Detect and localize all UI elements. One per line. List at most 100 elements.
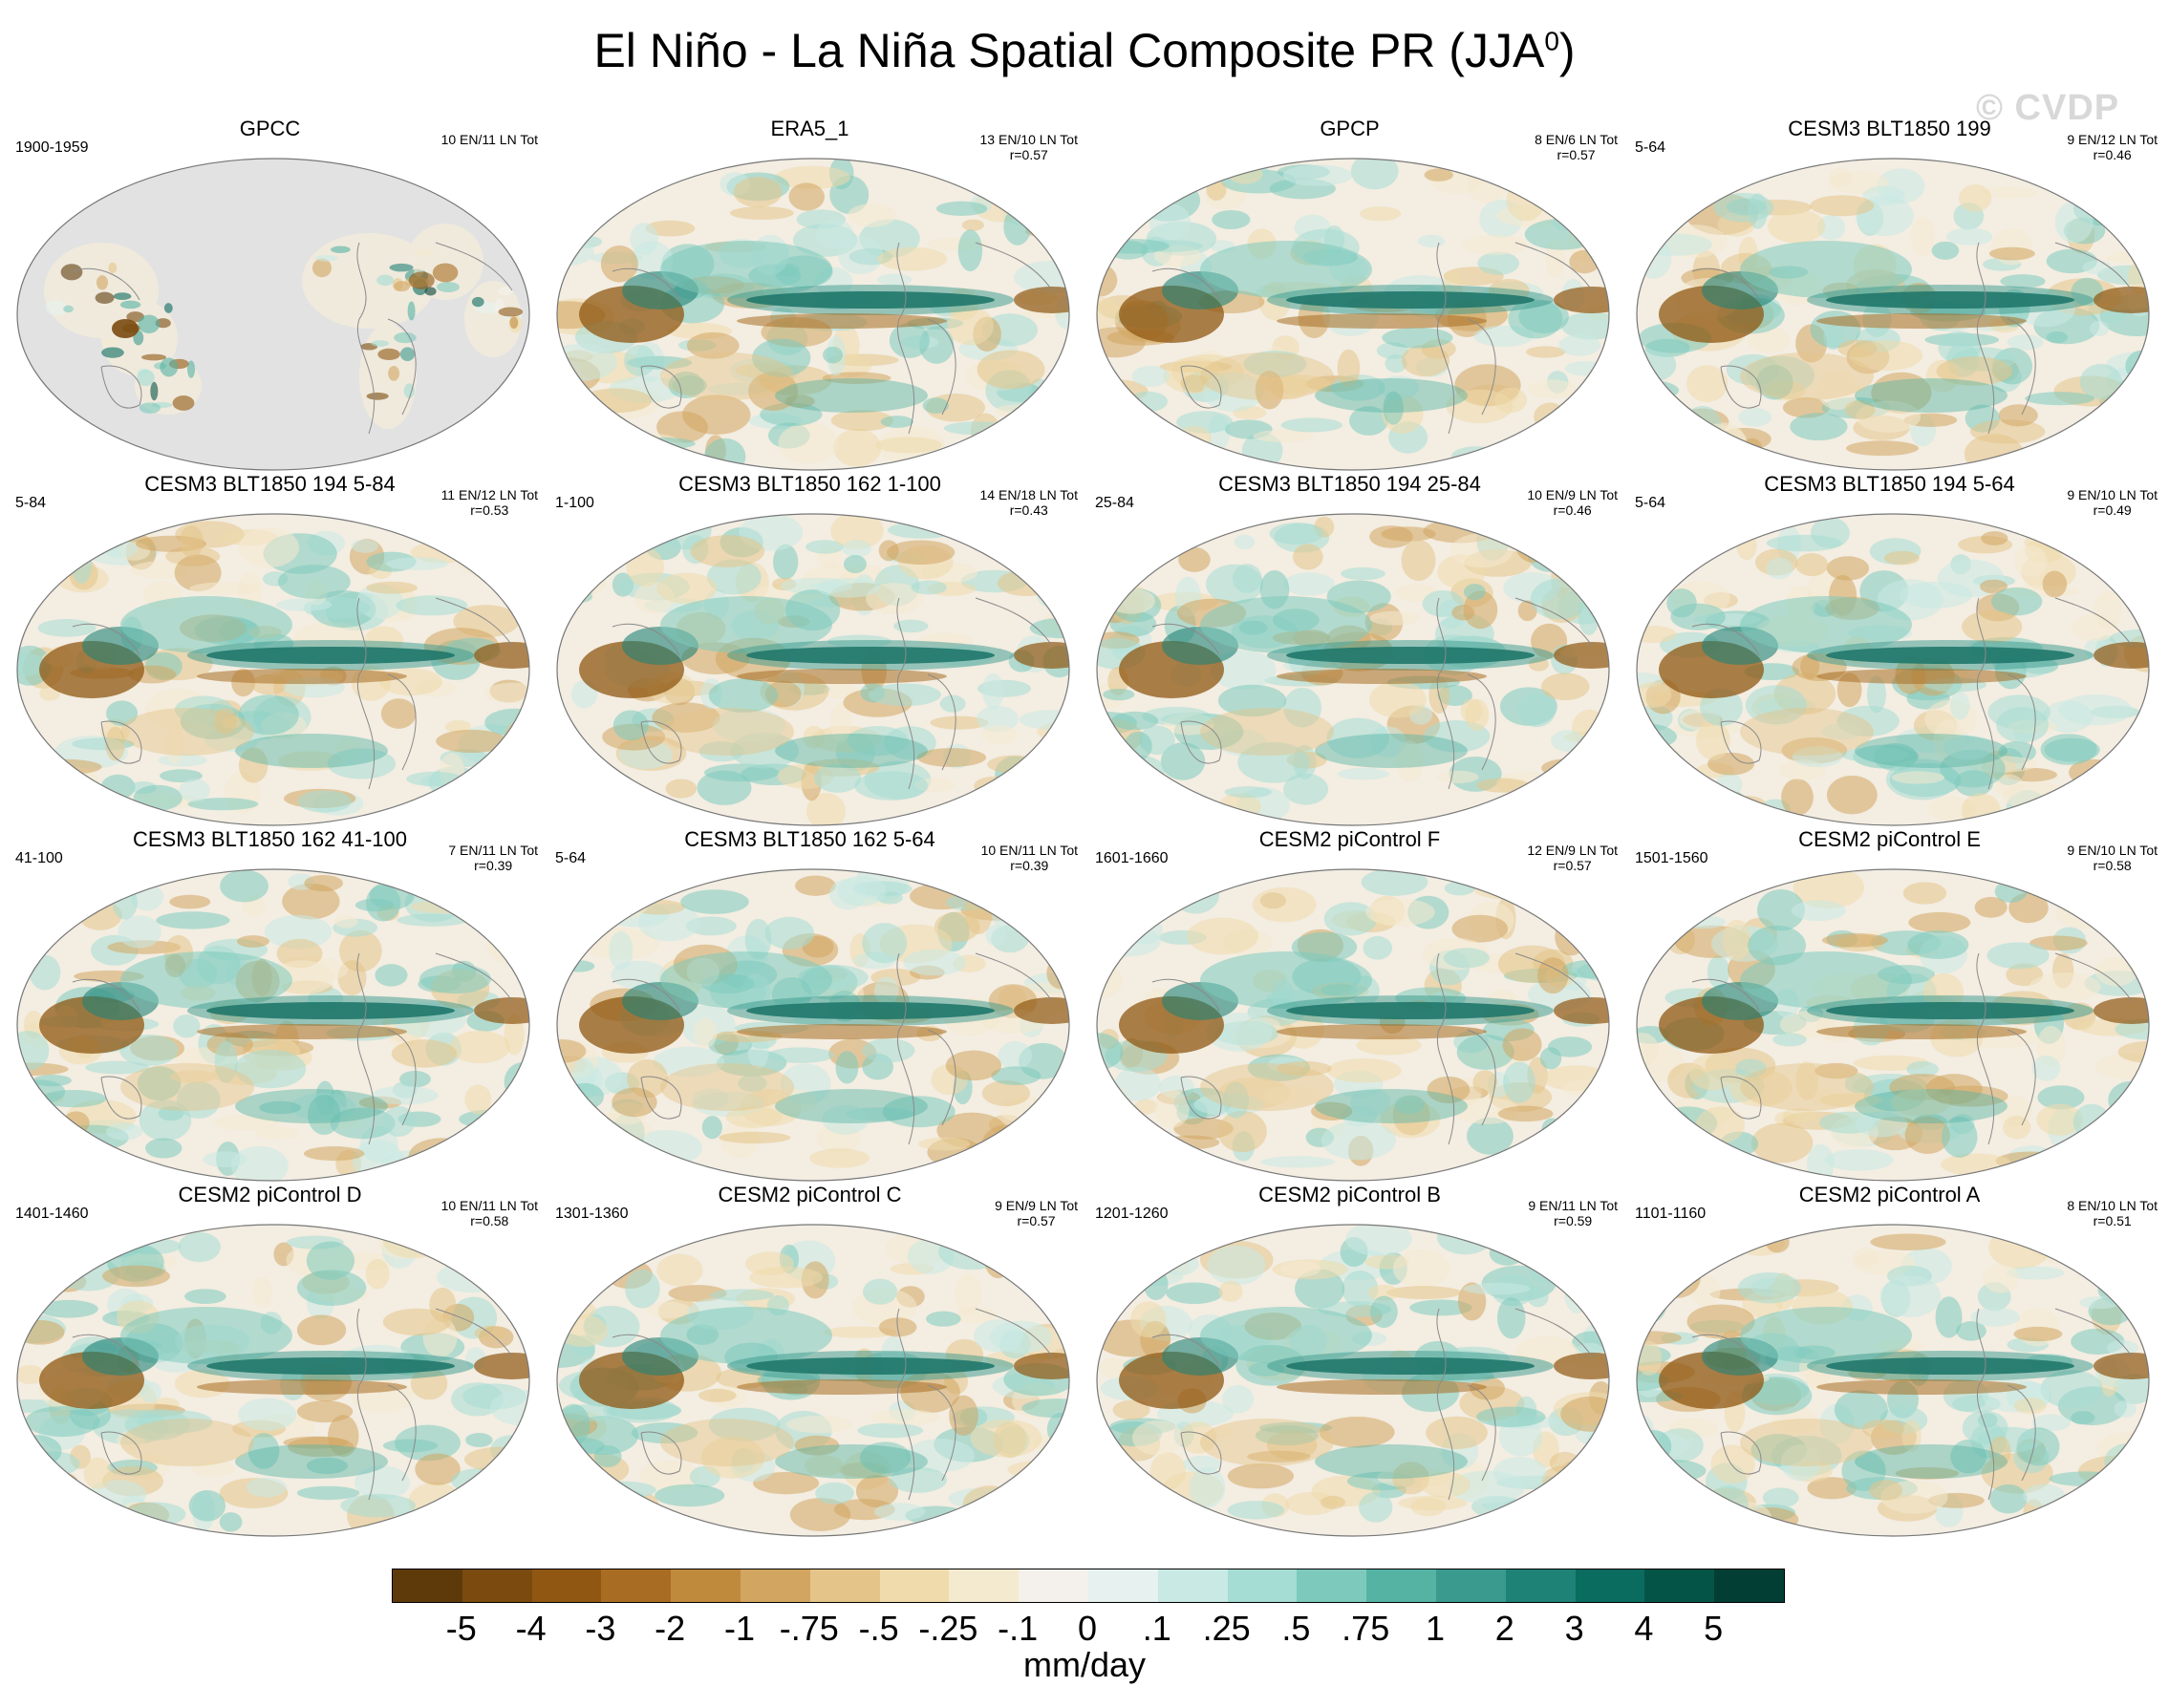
- precip-anomaly-map: [1636, 158, 2150, 471]
- map-panel: CESM2 piControl A 1101-1160 8 EN/10 LN Tot…: [1620, 1183, 2159, 1538]
- panel-title: CESM2 piControl A: [1798, 1183, 1981, 1206]
- colorbar-swatch: [393, 1569, 462, 1602]
- panel-title: CESM3 BLT1850 162 41-100: [133, 827, 407, 851]
- colorbar-swatch: [1087, 1569, 1158, 1602]
- map-panel: CESM3 BLT1850 194 5-64 5-64 9 EN/10 LN Tot…: [1620, 472, 2159, 827]
- panel-title: CESM2 piControl C: [718, 1183, 902, 1206]
- precip-anomaly-map: [556, 513, 1070, 826]
- panel-event-count: 9 EN/10 LN Tot r=0.58: [2067, 843, 2158, 873]
- panel-event-count: 8 EN/6 LN Tot r=0.57: [1535, 132, 1618, 162]
- map-panel: CESM3 BLT1850 194 5-84 5-84 11 EN/12 LN To…: [0, 472, 540, 827]
- colorbar-swatch: [1644, 1569, 1715, 1602]
- panel-title: CESM3 BLT1850 199: [1788, 117, 1991, 140]
- colorbar-tick-label: -1: [723, 1609, 756, 1648]
- panel-event-count: 10 EN/9 LN Tot r=0.46: [1527, 487, 1618, 518]
- colorbar-swatch: [879, 1569, 950, 1602]
- panel-years: 1301-1360: [555, 1206, 629, 1222]
- map-panel: GPCC 1900-1959 10 EN/11 LN Tot: [0, 117, 540, 472]
- map-panel: CESM3 BLT1850 162 41-100 41-100 7 EN/11 LN…: [0, 827, 540, 1183]
- colorbar-swatch: [462, 1569, 532, 1602]
- panel-title: CESM2 piControl B: [1258, 1183, 1441, 1206]
- panel-event-count: 9 EN/11 LN Tot r=0.59: [1528, 1198, 1618, 1228]
- panel-years: 1900-1959: [15, 139, 89, 156]
- colorbar-swatch: [1435, 1569, 1506, 1602]
- colorbar-tick-label: 0: [1077, 1609, 1098, 1648]
- panel-years: 1-100: [555, 495, 594, 511]
- panel-event-count: 9 EN/9 LN Tot r=0.57: [995, 1198, 1078, 1228]
- panel-years: 5-64: [555, 850, 587, 866]
- panel-event-count: 11 EN/12 LN Tot r=0.53: [440, 487, 538, 518]
- panel-event-count: 14 EN/18 LN Tot r=0.43: [979, 487, 1078, 518]
- colorbar-swatch: [740, 1569, 810, 1602]
- panel-years: 41-100: [15, 850, 63, 866]
- colorbar-tick-label: -5: [445, 1609, 477, 1648]
- figure-title: El Niño - La Niña Spatial Composite PR (…: [593, 24, 1576, 77]
- map-panel: ERA5_1 13 EN/10 LN Tot r=0.57: [540, 117, 1080, 472]
- precip-anomaly-map: [1636, 868, 2150, 1182]
- colorbar-tick-label: 1: [1425, 1609, 1446, 1648]
- colorbar-swatch: [809, 1569, 880, 1602]
- colorbar-tick-label: .25: [1202, 1609, 1251, 1648]
- precip-anomaly-map: [1636, 513, 2150, 826]
- colorbar: [392, 1569, 1785, 1603]
- precip-anomaly-map: [556, 1224, 1070, 1537]
- panel-event-count: 13 EN/10 LN Tot r=0.57: [979, 132, 1078, 162]
- precip-anomaly-map: [16, 513, 530, 826]
- precip-anomaly-map: [16, 868, 530, 1182]
- panel-title: CESM3 BLT1850 162 1-100: [678, 472, 941, 496]
- colorbar-tick-label: 4: [1634, 1609, 1654, 1648]
- map-panel: CESM3 BLT1850 162 1-100 1-100 14 EN/18 LN …: [540, 472, 1080, 827]
- panel-title: CESM2 piControl F: [1258, 827, 1441, 851]
- colorbar-tick-label: -.25: [918, 1609, 978, 1648]
- precip-anomaly-map: [1096, 1224, 1610, 1537]
- panel-years: 5-84: [15, 495, 47, 511]
- colorbar-tick-label: -.5: [858, 1609, 899, 1648]
- map-panel: CESM3 BLT1850 199 5-64 9 EN/12 LN Tot r=0.4…: [1620, 117, 2159, 472]
- colorbar-swatch: [1019, 1569, 1088, 1602]
- map-panel: CESM2 piControl F 1601-1660 12 EN/9 LN Tot…: [1080, 827, 1620, 1183]
- colorbar-tick-label: 2: [1494, 1609, 1514, 1648]
- panel-event-count: 10 EN/11 LN Tot r=0.58: [440, 1198, 538, 1228]
- colorbar-swatch: [671, 1569, 741, 1602]
- colorbar-swatch: [1505, 1569, 1576, 1602]
- panel-event-count: 8 EN/10 LN Tot r=0.51: [2067, 1198, 2158, 1228]
- colorbar-swatch: [1714, 1569, 1784, 1602]
- panel-title: CESM3 BLT1850 194 25-84: [1218, 472, 1481, 496]
- precip-anomaly-map: [1636, 1224, 2150, 1537]
- colorbar-tick-label: .5: [1281, 1609, 1311, 1648]
- precip-anomaly-map: [556, 158, 1070, 471]
- colorbar-swatch: [1157, 1569, 1228, 1602]
- panel-title: CESM3 BLT1850 194 5-84: [144, 472, 396, 496]
- map-panel: CESM2 piControl C 1301-1360 9 EN/9 LN Tot r…: [540, 1183, 1080, 1538]
- precip-anomaly-map: [1096, 868, 1610, 1182]
- panel-event-count: 10 EN/11 LN Tot r=0.39: [980, 843, 1078, 873]
- colorbar-swatch: [1366, 1569, 1436, 1602]
- panel-years: 1601-1660: [1095, 850, 1169, 866]
- precip-anomaly-map: [16, 158, 530, 471]
- panel-title: GPCP: [1320, 117, 1380, 140]
- precip-anomaly-map: [16, 1224, 530, 1537]
- panel-event-count: 10 EN/11 LN Tot: [440, 132, 538, 147]
- precip-anomaly-map: [1096, 158, 1610, 471]
- colorbar-swatch: [531, 1569, 602, 1602]
- panel-years: 5-64: [1635, 139, 1666, 156]
- precip-anomaly-map: [1096, 513, 1610, 826]
- colorbar-tick-label: -4: [515, 1609, 547, 1648]
- colorbar-swatch: [949, 1569, 1020, 1602]
- panel-years: 1401-1460: [15, 1206, 89, 1222]
- panel-years: 25-84: [1095, 495, 1134, 511]
- colorbar-swatch: [601, 1569, 672, 1602]
- colorbar-tick-label: -.75: [779, 1609, 839, 1648]
- map-panel: CESM3 BLT1850 194 25-84 25-84 10 EN/9 LN T…: [1080, 472, 1620, 827]
- panel-years: 1101-1160: [1635, 1206, 1707, 1222]
- map-panel: CESM3 BLT1850 162 5-64 5-64 10 EN/11 LN To…: [540, 827, 1080, 1183]
- panel-years: 1501-1560: [1635, 850, 1708, 866]
- panel-event-count: 9 EN/10 LN Tot r=0.49: [2067, 487, 2158, 518]
- colorbar-swatch: [1297, 1569, 1367, 1602]
- colorbar-units: mm/day: [1022, 1645, 1147, 1684]
- precip-anomaly-map: [556, 868, 1070, 1182]
- panel-event-count: 7 EN/11 LN Tot r=0.39: [448, 843, 538, 873]
- panel-title: CESM2 piControl E: [1798, 827, 1981, 851]
- panel-event-count: 12 EN/9 LN Tot r=0.57: [1527, 843, 1618, 873]
- panel-title: CESM2 piControl D: [178, 1183, 362, 1206]
